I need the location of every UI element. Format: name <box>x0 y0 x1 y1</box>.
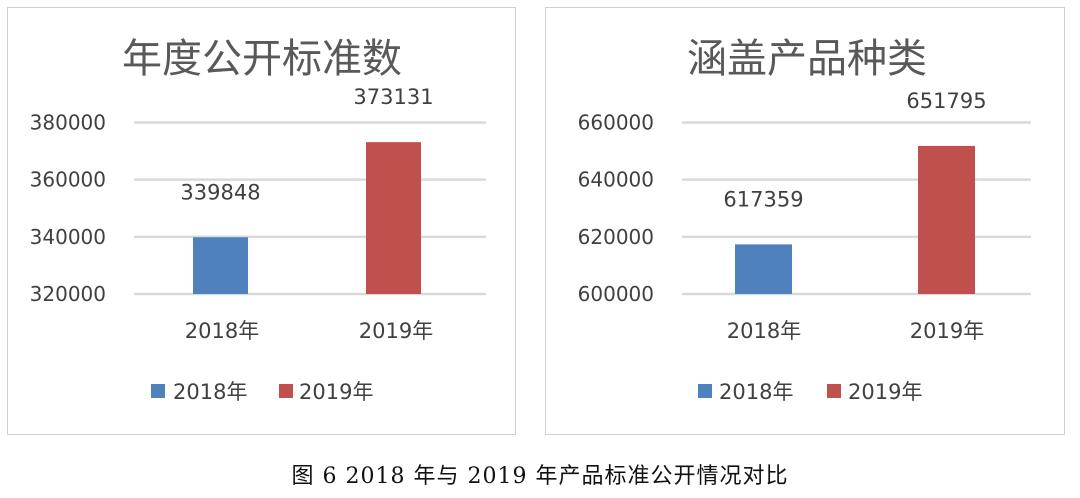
chart-title: 涵盖产品种类 <box>687 36 927 82</box>
legend-label: 2018年 <box>719 380 793 404</box>
figure-caption: 图 6 2018 年与 2019 年产品标准公开情况对比 <box>291 464 789 489</box>
chart-standards: 年度公开标准数 320000 340000 360000 380000 339848 201… <box>30 36 486 404</box>
legend-label: 2018年 <box>173 380 247 404</box>
legend-swatch <box>827 384 841 398</box>
data-label: 373131 <box>353 85 433 109</box>
y-tick-label: 380000 <box>30 111 106 135</box>
bar-2018年 <box>735 244 792 294</box>
y-tick-label: 320000 <box>30 282 106 306</box>
x-tick-label: 2019年 <box>910 319 984 343</box>
y-tick-label: 660000 <box>578 111 654 135</box>
legend-label: 2019年 <box>299 380 373 404</box>
x-tick-label: 2018年 <box>185 319 259 343</box>
data-label: 617359 <box>723 187 803 211</box>
x-tick-label: 2019年 <box>359 319 433 343</box>
y-tick-label: 340000 <box>30 225 106 249</box>
chart-title: 年度公开标准数 <box>122 36 402 82</box>
legend-swatch <box>151 384 165 398</box>
bar-2018年 <box>193 237 248 294</box>
x-tick-label: 2018年 <box>727 319 801 343</box>
chart-panel-products: 涵盖产品种类 600000 620000 640000 660000 617359 2018… <box>545 7 1065 435</box>
chart-products: 涵盖产品种类 600000 620000 640000 660000 617359 2018… <box>578 36 1031 404</box>
y-tick-label: 640000 <box>578 168 654 192</box>
chart-panel-standards: 年度公开标准数 320000 340000 360000 380000 339848 201… <box>7 7 516 435</box>
data-label: 339848 <box>180 180 260 204</box>
y-tick-label: 620000 <box>578 225 654 249</box>
legend-swatch <box>698 384 712 398</box>
y-tick-label: 360000 <box>30 168 106 192</box>
y-tick-label: 600000 <box>578 282 654 306</box>
legend-label: 2019年 <box>848 380 922 404</box>
bar-2019年 <box>918 145 975 294</box>
legend-swatch <box>279 384 293 398</box>
data-label: 651795 <box>906 89 986 113</box>
bar-2019年 <box>366 142 421 294</box>
